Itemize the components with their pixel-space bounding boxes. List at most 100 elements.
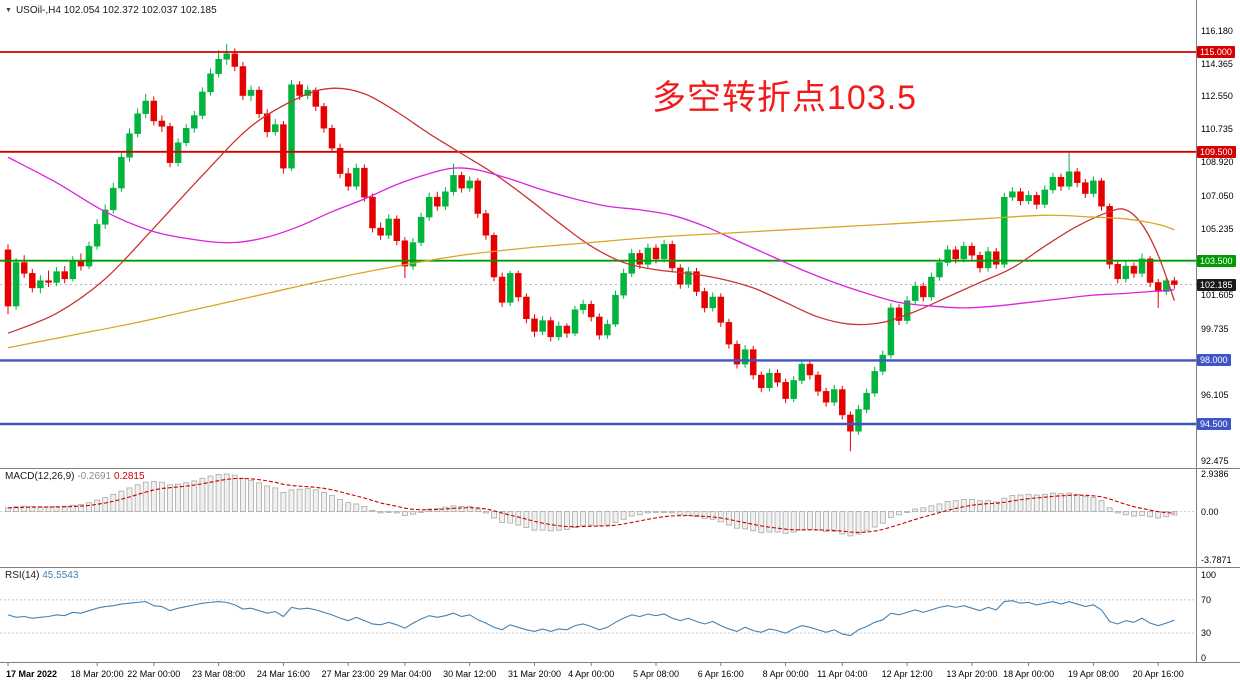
- macd-bar: [296, 488, 303, 512]
- macd-bar: [580, 511, 586, 527]
- macd-bar: [118, 490, 125, 513]
- candle-body: [85, 245, 93, 267]
- candle-body: [839, 389, 846, 416]
- candle-body: [960, 245, 968, 260]
- candle-body: [231, 53, 239, 67]
- macd-bar: [936, 503, 943, 512]
- candle-body: [701, 291, 708, 309]
- candle-body: [1171, 280, 1178, 285]
- macd-bar: [758, 511, 765, 534]
- candle-body: [725, 322, 733, 345]
- candle-body: [863, 392, 870, 410]
- candle-body: [677, 267, 684, 285]
- candle-body: [685, 271, 692, 285]
- candle-body: [344, 173, 352, 187]
- candle-body: [450, 175, 457, 192]
- candle-body: [620, 273, 627, 296]
- macd-bar: [912, 508, 919, 513]
- macd-bar: [823, 511, 829, 532]
- symbol-ohlc-text: USOil-,H4 102.054 102.372 102.037 102.18…: [15, 5, 217, 16]
- macd-bar: [1074, 493, 1081, 513]
- candle-body: [1041, 189, 1049, 205]
- candle-body: [531, 318, 538, 332]
- candle-body: [1114, 264, 1121, 280]
- candle-body: [110, 187, 117, 211]
- macd-signal-value: 0.2815: [113, 471, 145, 482]
- macd-bar: [410, 511, 416, 515]
- candle-body: [992, 251, 1000, 265]
- candle-body: [215, 59, 222, 75]
- candle-body: [749, 349, 757, 376]
- macd-bar: [418, 511, 425, 513]
- candle-body: [101, 209, 109, 225]
- candle-body: [1057, 176, 1065, 187]
- candle-body: [604, 323, 611, 336]
- macd-bar: [1082, 495, 1089, 513]
- candle-body: [417, 216, 425, 243]
- macd-bar: [312, 489, 319, 512]
- candle-body: [158, 120, 166, 127]
- macd-bar: [871, 511, 878, 528]
- macd-bar: [353, 503, 360, 512]
- macd-bar: [960, 499, 967, 513]
- macd-bar: [734, 511, 740, 529]
- candle-body: [790, 380, 797, 399]
- macd-bar: [1058, 493, 1064, 513]
- macd-bar: [45, 506, 52, 512]
- macd-bar: [612, 511, 619, 523]
- ma-slow-orange-line: [7, 214, 1175, 349]
- macd-bar: [661, 511, 667, 513]
- macd-bar: [1001, 497, 1008, 512]
- candle-body: [612, 294, 619, 325]
- macd-bar: [110, 493, 117, 513]
- macd-bar: [863, 511, 870, 532]
- candle-body: [871, 371, 878, 394]
- candle-body: [280, 124, 287, 169]
- macd-bar: [1041, 493, 1048, 513]
- candle-body: [150, 100, 158, 122]
- candle-body: [12, 262, 20, 307]
- candle-body: [709, 296, 716, 309]
- macd-bar: [1131, 511, 1137, 517]
- macd-bar: [709, 511, 716, 520]
- macd-bar: [191, 480, 198, 512]
- candle-body: [320, 106, 328, 129]
- macd-bar: [993, 501, 1000, 512]
- macd-bar: [1114, 511, 1121, 514]
- macd-bar: [888, 511, 894, 518]
- macd-bar: [685, 511, 692, 516]
- candle-body: [199, 91, 206, 116]
- candle-body: [442, 191, 449, 207]
- candle-body: [782, 382, 789, 399]
- candle-body: [93, 224, 101, 247]
- macd-bar: [248, 479, 254, 513]
- ma-medium-magenta-line: [7, 156, 1175, 309]
- candle-body: [37, 280, 44, 289]
- rsi-value: 45.5543: [42, 570, 79, 581]
- candle-body: [466, 180, 473, 189]
- candle-body: [822, 391, 830, 403]
- macd-bar: [1033, 494, 1040, 512]
- candle-body: [369, 196, 376, 229]
- candle-body: [717, 296, 725, 323]
- macd-bar: [815, 511, 821, 531]
- candle-body: [247, 89, 255, 96]
- candle-body: [758, 374, 765, 388]
- candle-body: [474, 180, 482, 214]
- candle-body: [328, 127, 336, 149]
- candle-body: [547, 320, 554, 338]
- macd-bar: [1090, 497, 1097, 513]
- candle-body: [1122, 265, 1130, 280]
- macd-bar: [952, 500, 959, 512]
- macd-bar: [1098, 500, 1105, 512]
- ma-fast-red-line: [7, 87, 1176, 334]
- macd-bar: [539, 511, 546, 531]
- macd-bar: [61, 505, 68, 513]
- macd-bar: [1155, 511, 1162, 519]
- macd-bar: [426, 508, 433, 513]
- chart-annotation-text[interactable]: 多空转折点103.5: [652, 79, 918, 117]
- candle-body: [911, 285, 919, 301]
- macd-bar: [78, 504, 84, 512]
- rsi-line: [7, 600, 1175, 637]
